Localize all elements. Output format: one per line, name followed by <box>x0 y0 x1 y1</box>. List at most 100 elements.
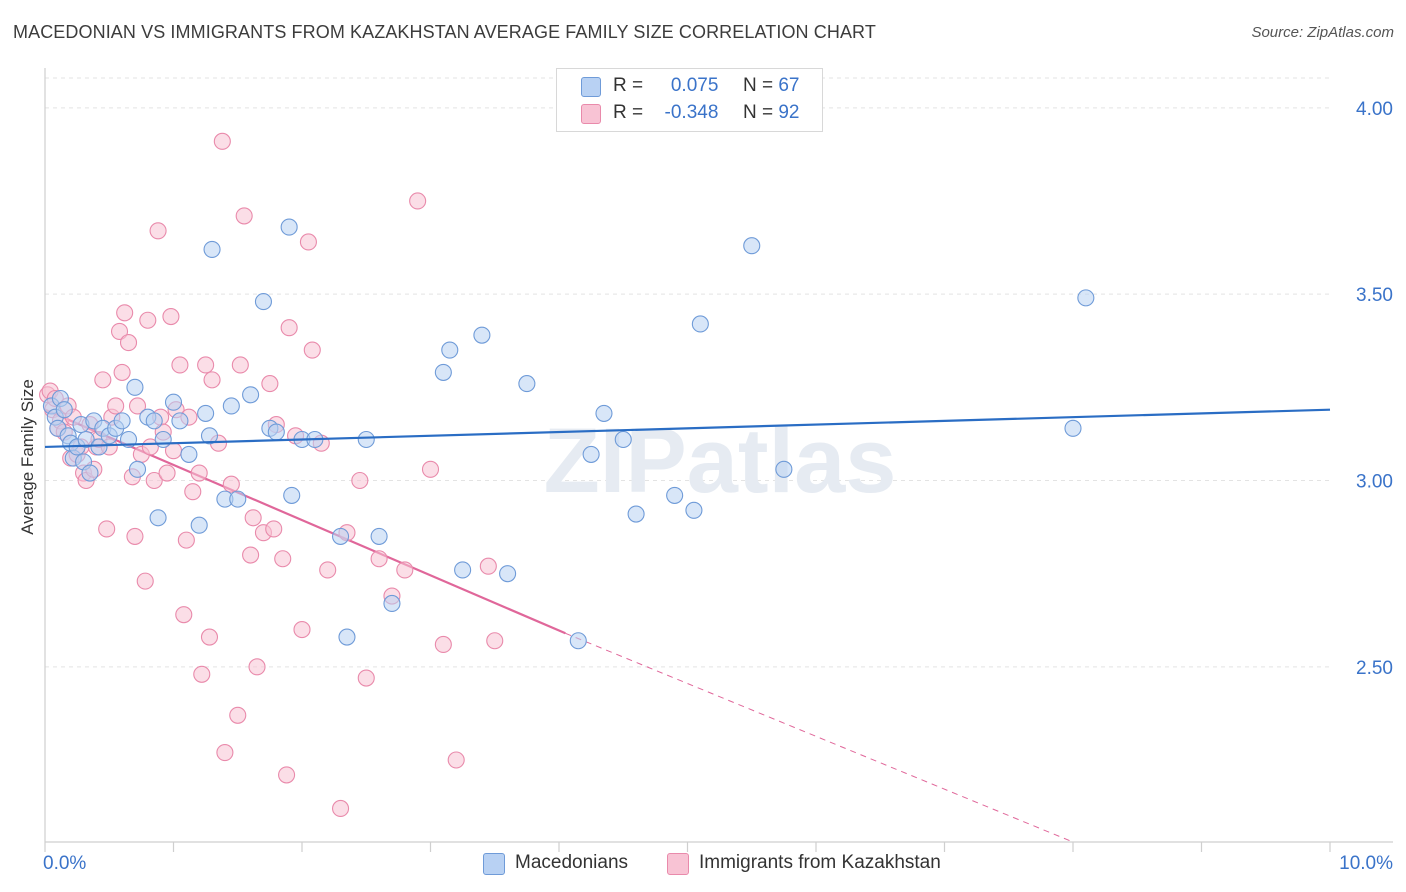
kazakhstan-point <box>203 371 221 389</box>
macedonian-point <box>145 412 163 430</box>
kazakhstan-point <box>222 475 240 493</box>
x-tick-label-min: 0.0% <box>43 853 86 874</box>
macedonian-point <box>222 397 240 415</box>
kazakhstan-point <box>200 628 219 646</box>
macedonian-point <box>357 430 375 449</box>
kazakhstan-point <box>139 311 157 329</box>
kazakhstan-point <box>193 665 211 683</box>
kazakhstan-trend-extension <box>565 632 1074 843</box>
kazakhstan-point <box>357 669 375 687</box>
macedonian-point <box>743 237 761 255</box>
kazakhstan-point <box>171 356 189 374</box>
macedonian-point <box>81 464 99 482</box>
macedonian-point <box>499 565 517 583</box>
macedonian-point <box>229 490 247 508</box>
kazakhstan-point <box>421 460 440 478</box>
legend-r-label: R = <box>613 75 644 96</box>
kazakhstan-point <box>244 509 262 527</box>
macedonian-point <box>55 401 73 419</box>
macedonian-point <box>203 240 221 258</box>
kazakhstan-point <box>319 561 337 579</box>
macedonian-trend <box>44 408 1331 449</box>
kazakhstan-point <box>396 561 414 579</box>
kazakhstan-point <box>274 550 292 568</box>
macedonian-point <box>441 341 459 359</box>
kazakhstan-point <box>175 606 193 624</box>
legend-n-value-kazakhstan: 92 <box>778 102 800 123</box>
kazakhstan-point <box>110 322 129 340</box>
kazakhstan-point <box>94 371 112 389</box>
kazakhstan-points <box>39 132 504 818</box>
kazakhstan-point <box>107 397 125 415</box>
macedonian-point <box>595 404 613 422</box>
kazakhstan-point <box>278 766 296 784</box>
macedonian-point <box>1077 289 1095 307</box>
macedonian-point <box>383 594 401 613</box>
legend-n-value-macedonians: 67 <box>778 75 800 96</box>
kazakhstan-point <box>229 706 247 724</box>
macedonian-point <box>180 445 198 463</box>
kazakhstan-point <box>409 192 427 210</box>
legend-r-value-macedonians: 0.075 <box>670 75 719 96</box>
kazakhstan-point <box>231 356 249 374</box>
kazakhstan-point <box>370 550 388 568</box>
macedonian-point <box>113 412 131 430</box>
macedonian-points <box>42 218 1095 650</box>
kazakhstan-point <box>116 304 134 322</box>
legend-r-label: R = <box>613 102 644 123</box>
legend-n-label: N = <box>742 102 774 123</box>
kazakhstan-point <box>331 799 350 818</box>
macedonian-point <box>691 315 709 333</box>
kazakhstan-point <box>149 222 167 240</box>
macedonian-point <box>200 427 219 445</box>
kazakhstan-point <box>486 632 504 650</box>
kazakhstan-point <box>197 356 215 374</box>
macedonian-point <box>280 218 298 236</box>
macedonian-point <box>126 378 144 396</box>
macedonian-point <box>254 293 273 311</box>
kazakhstan-point <box>479 557 497 575</box>
macedonian-point <box>775 460 793 478</box>
kazakhstan-point <box>303 341 321 359</box>
legend-swatch-macedonians <box>581 77 601 97</box>
macedonian-point <box>569 632 587 650</box>
macedonian-point <box>1064 419 1082 437</box>
macedonian-point <box>128 460 147 478</box>
macedonian-point <box>242 386 260 404</box>
legend-r-value-kazakhstan: -0.348 <box>664 102 719 123</box>
kazakhstan-point <box>145 471 163 490</box>
macedonian-point <box>149 509 167 527</box>
macedonian-point <box>434 363 452 381</box>
macedonian-point <box>190 516 208 534</box>
tick-labels: 2.50 3.00 3.50 4.00 0.0% 10.0% <box>43 99 1393 874</box>
bottom-legend-label-macedonians: Macedonians <box>515 852 629 873</box>
bottom-legend-label-kazakhstan: Immigrants from Kazakhstan <box>699 852 941 873</box>
kazakhstan-point <box>190 464 208 482</box>
macedonian-point <box>171 412 189 430</box>
macedonian-point <box>338 628 356 646</box>
kazakhstan-point <box>265 520 283 538</box>
kazakhstan-point <box>216 744 234 762</box>
macedonian-point <box>518 375 536 393</box>
kazakhstan-point <box>299 233 317 251</box>
x-tick-label-max: 10.0% <box>1339 853 1393 874</box>
kazakhstan-point <box>280 319 298 337</box>
kazakhstan-point <box>136 572 154 590</box>
kazakhstan-point <box>184 483 202 501</box>
correlation-legend: R = 0.075 N = 67 R = -0.348 N = 92 <box>556 68 823 132</box>
macedonian-point <box>473 326 491 344</box>
macedonian-point <box>197 404 215 422</box>
kazakhstan-point <box>293 621 311 639</box>
macedonian-point <box>627 505 645 523</box>
macedonian-point <box>154 430 172 449</box>
kazakhstan-point <box>242 546 260 564</box>
kazakhstan-point <box>177 531 195 549</box>
macedonian-point <box>331 527 350 545</box>
kazakhstan-point <box>113 363 131 381</box>
macedonian-point <box>614 430 632 449</box>
kazakhstan-point <box>162 307 180 326</box>
y-axis-label: Average Family Size <box>18 379 37 535</box>
kazakhstan-point <box>261 375 279 393</box>
macedonian-point <box>164 393 183 411</box>
